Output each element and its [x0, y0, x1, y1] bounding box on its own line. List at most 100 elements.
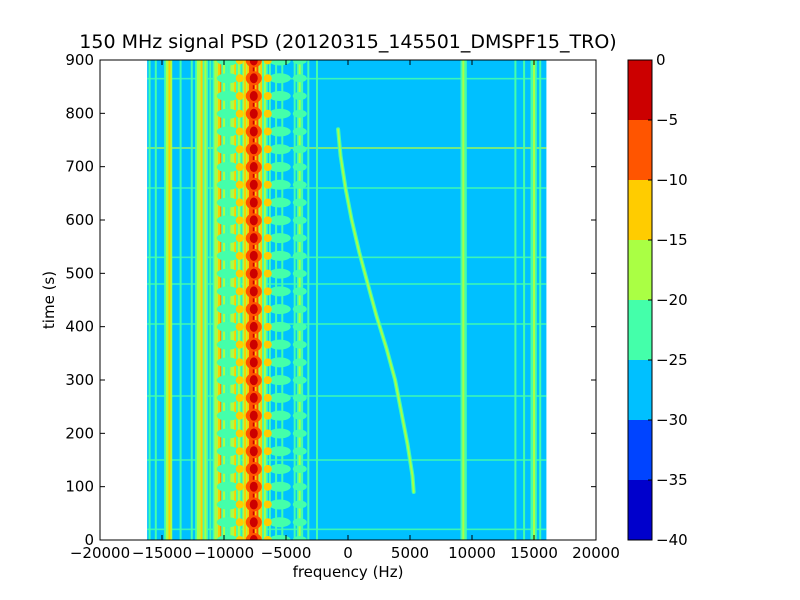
modulation-blob: [235, 500, 244, 509]
x-tick-label: −10000: [194, 544, 254, 562]
modulation-blob: [292, 216, 307, 225]
modulation-blob: [249, 108, 258, 119]
modulation-blob: [292, 92, 307, 100]
modulation-blob: [249, 304, 258, 315]
modulation-blob: [263, 216, 272, 225]
vertical-line: [263, 60, 266, 540]
vertical-line: [204, 60, 207, 540]
vertical-line: [275, 60, 278, 540]
modulation-blob: [216, 144, 239, 155]
horizontal-band: [147, 77, 547, 80]
modulation-blob: [235, 464, 244, 473]
vertical-line: [190, 60, 193, 540]
modulation-blob: [268, 60, 291, 66]
colorbar-ticks: −40 −35 −30 −25 −20 −15 −10 −5 0: [648, 51, 688, 549]
vertical-line: [148, 60, 151, 540]
modulation-blob: [268, 446, 291, 457]
vertical-line: [539, 60, 542, 540]
modulation-blob: [235, 305, 244, 314]
colorbar-segment: [628, 240, 652, 300]
modulation-blob: [268, 126, 291, 137]
colorbar-tick-label: −35: [656, 471, 688, 489]
modulation-blob: [263, 464, 272, 473]
modulation-blob: [263, 447, 272, 456]
colorbar: [628, 60, 652, 540]
modulation-blob: [263, 109, 272, 118]
modulation-blob: [268, 233, 291, 244]
horizontal-band: [147, 147, 547, 149]
modulation-blob: [263, 305, 272, 314]
vertical-line: [293, 60, 296, 540]
modulation-blob: [292, 447, 307, 456]
modulation-blob: [292, 464, 307, 473]
modulation-blob: [249, 268, 258, 279]
modulation-blob: [263, 340, 272, 349]
modulation-blob: [292, 322, 307, 331]
modulation-blob: [268, 339, 291, 350]
modulation-blob: [216, 73, 239, 84]
modulation-blob: [268, 162, 291, 173]
modulation-blob: [268, 535, 291, 540]
modulation-blob: [268, 321, 291, 332]
modulation-blob: [216, 428, 239, 439]
modulation-blob: [235, 234, 244, 243]
modulation-blob: [216, 91, 239, 101]
modulation-blob: [263, 74, 272, 83]
vertical-line: [464, 60, 467, 540]
modulation-blob: [249, 179, 258, 190]
modulation-blob: [216, 162, 239, 173]
y-tick-label: 200: [65, 424, 94, 442]
modulation-blob: [216, 179, 239, 190]
y-tick-label: 600: [65, 211, 94, 229]
y-axis-ticks: 0 100 200 300 400 500 600 700 800 900: [65, 51, 596, 549]
modulation-blob: [292, 269, 307, 278]
modulation-blob: [263, 393, 272, 402]
modulation-blob: [292, 358, 307, 367]
modulation-blob: [235, 163, 244, 172]
vertical-line: [252, 60, 255, 540]
modulation-blob: [235, 198, 244, 207]
vertical-line: [281, 60, 284, 540]
modulation-blob: [249, 233, 258, 244]
x-axis-ticks: −20000 −15000 −10000 −5000 0 5000 10000 15000 20…: [70, 60, 620, 562]
vertical-line: [523, 60, 526, 540]
modulation-blob: [216, 410, 239, 421]
modulation-blob: [249, 215, 258, 226]
modulation-blob: [235, 536, 244, 540]
modulation-blob: [263, 145, 272, 154]
modulation-blob: [292, 411, 307, 420]
vertical-line: [260, 60, 263, 540]
y-tick-label: 300: [65, 371, 94, 389]
modulation-blob: [292, 429, 307, 438]
modulation-blob: [235, 482, 244, 491]
modulation-blob: [235, 447, 244, 456]
modulation-blob: [263, 251, 272, 260]
modulation-blob: [263, 60, 272, 65]
modulation-blob: [268, 268, 291, 279]
modulation-blob: [249, 446, 258, 457]
x-tick-label: −20000: [70, 544, 130, 562]
modulation-blob: [249, 144, 258, 155]
modulation-blob: [268, 304, 291, 315]
modulation-blob: [216, 499, 239, 510]
modulation-blob: [235, 322, 244, 331]
vertical-line: [256, 60, 259, 540]
colorbar-segment: [628, 360, 652, 420]
horizontal-band: [147, 256, 547, 259]
colorbar-tick-label: −25: [656, 351, 688, 369]
modulation-blob: [292, 127, 307, 136]
modulation-blob: [268, 108, 291, 119]
colorbar-segment: [628, 120, 652, 180]
modulation-blob: [235, 145, 244, 154]
modulation-blob: [268, 73, 291, 84]
modulation-blob: [249, 499, 258, 510]
modulation-blob: [216, 286, 239, 297]
modulation-blob: [292, 287, 307, 296]
modulation-blob: [249, 428, 258, 439]
modulation-blob: [263, 482, 272, 491]
modulation-blob: [268, 357, 291, 368]
modulation-blob: [249, 73, 258, 84]
modulation-blob: [216, 108, 239, 119]
modulation-blob: [292, 518, 307, 527]
modulation-blob: [235, 180, 244, 189]
